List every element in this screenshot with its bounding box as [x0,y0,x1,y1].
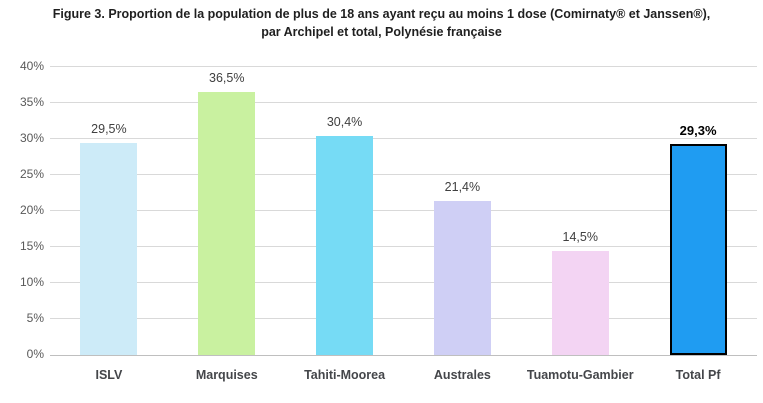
value-label-islv: 29,5% [91,121,127,136]
y-tick-label-25%: 25% [19,167,44,181]
x-axis-line [50,355,757,356]
gridline-40% [50,66,757,67]
y-tick-label-40%: 40% [19,59,44,73]
y-tick-label-0%: 0% [26,347,44,361]
y-tick-label-10%: 10% [19,275,44,289]
value-label-australes: 21,4% [444,179,481,194]
bar-total-pf [669,144,727,355]
value-label-total-pf: 29,3% [679,123,717,139]
y-tick-label-15%: 15% [19,239,44,253]
category-label-total-pf: Total Pf [675,368,721,382]
y-tick-label-5%: 5% [26,311,44,325]
plot-area [50,66,757,356]
gridline-30% [50,138,757,139]
value-label-marquises: 36,5% [209,71,245,86]
chart-title: Figure 3. Proportion de la population de… [0,5,763,41]
value-label-tahiti-moorea: 30,4% [326,115,363,130]
gridline-15% [50,246,757,247]
y-tick-label-35%: 35% [19,95,44,109]
category-label-marquises: Marquises [195,368,258,382]
chart-title-line2: par Archipel et total, Polynésie françai… [261,25,502,39]
y-tick-label-30%: 30% [19,131,44,145]
category-label-islv: ISLV [95,368,123,382]
y-tick-label-20%: 20% [19,203,44,217]
gridline-35% [50,102,757,103]
gridline-25% [50,174,757,175]
bar-tuamotu-gambier [551,250,609,355]
gridline-5% [50,318,757,319]
bar-australes [433,200,491,355]
category-label-tuamotu-gambier: Tuamotu-Gambier [526,368,634,382]
bar-marquises [198,92,256,355]
bar-tahiti-moorea [316,136,374,355]
category-label-australes: Australes [433,368,491,382]
value-label-tuamotu-gambier: 14,5% [562,229,598,244]
category-label-tahiti-moorea: Tahiti-Moorea [304,368,386,382]
bar-islv [80,142,138,355]
chart-title-line1: Figure 3. Proportion de la population de… [52,7,711,21]
gridline-10% [50,282,757,283]
gridline-20% [50,210,757,211]
